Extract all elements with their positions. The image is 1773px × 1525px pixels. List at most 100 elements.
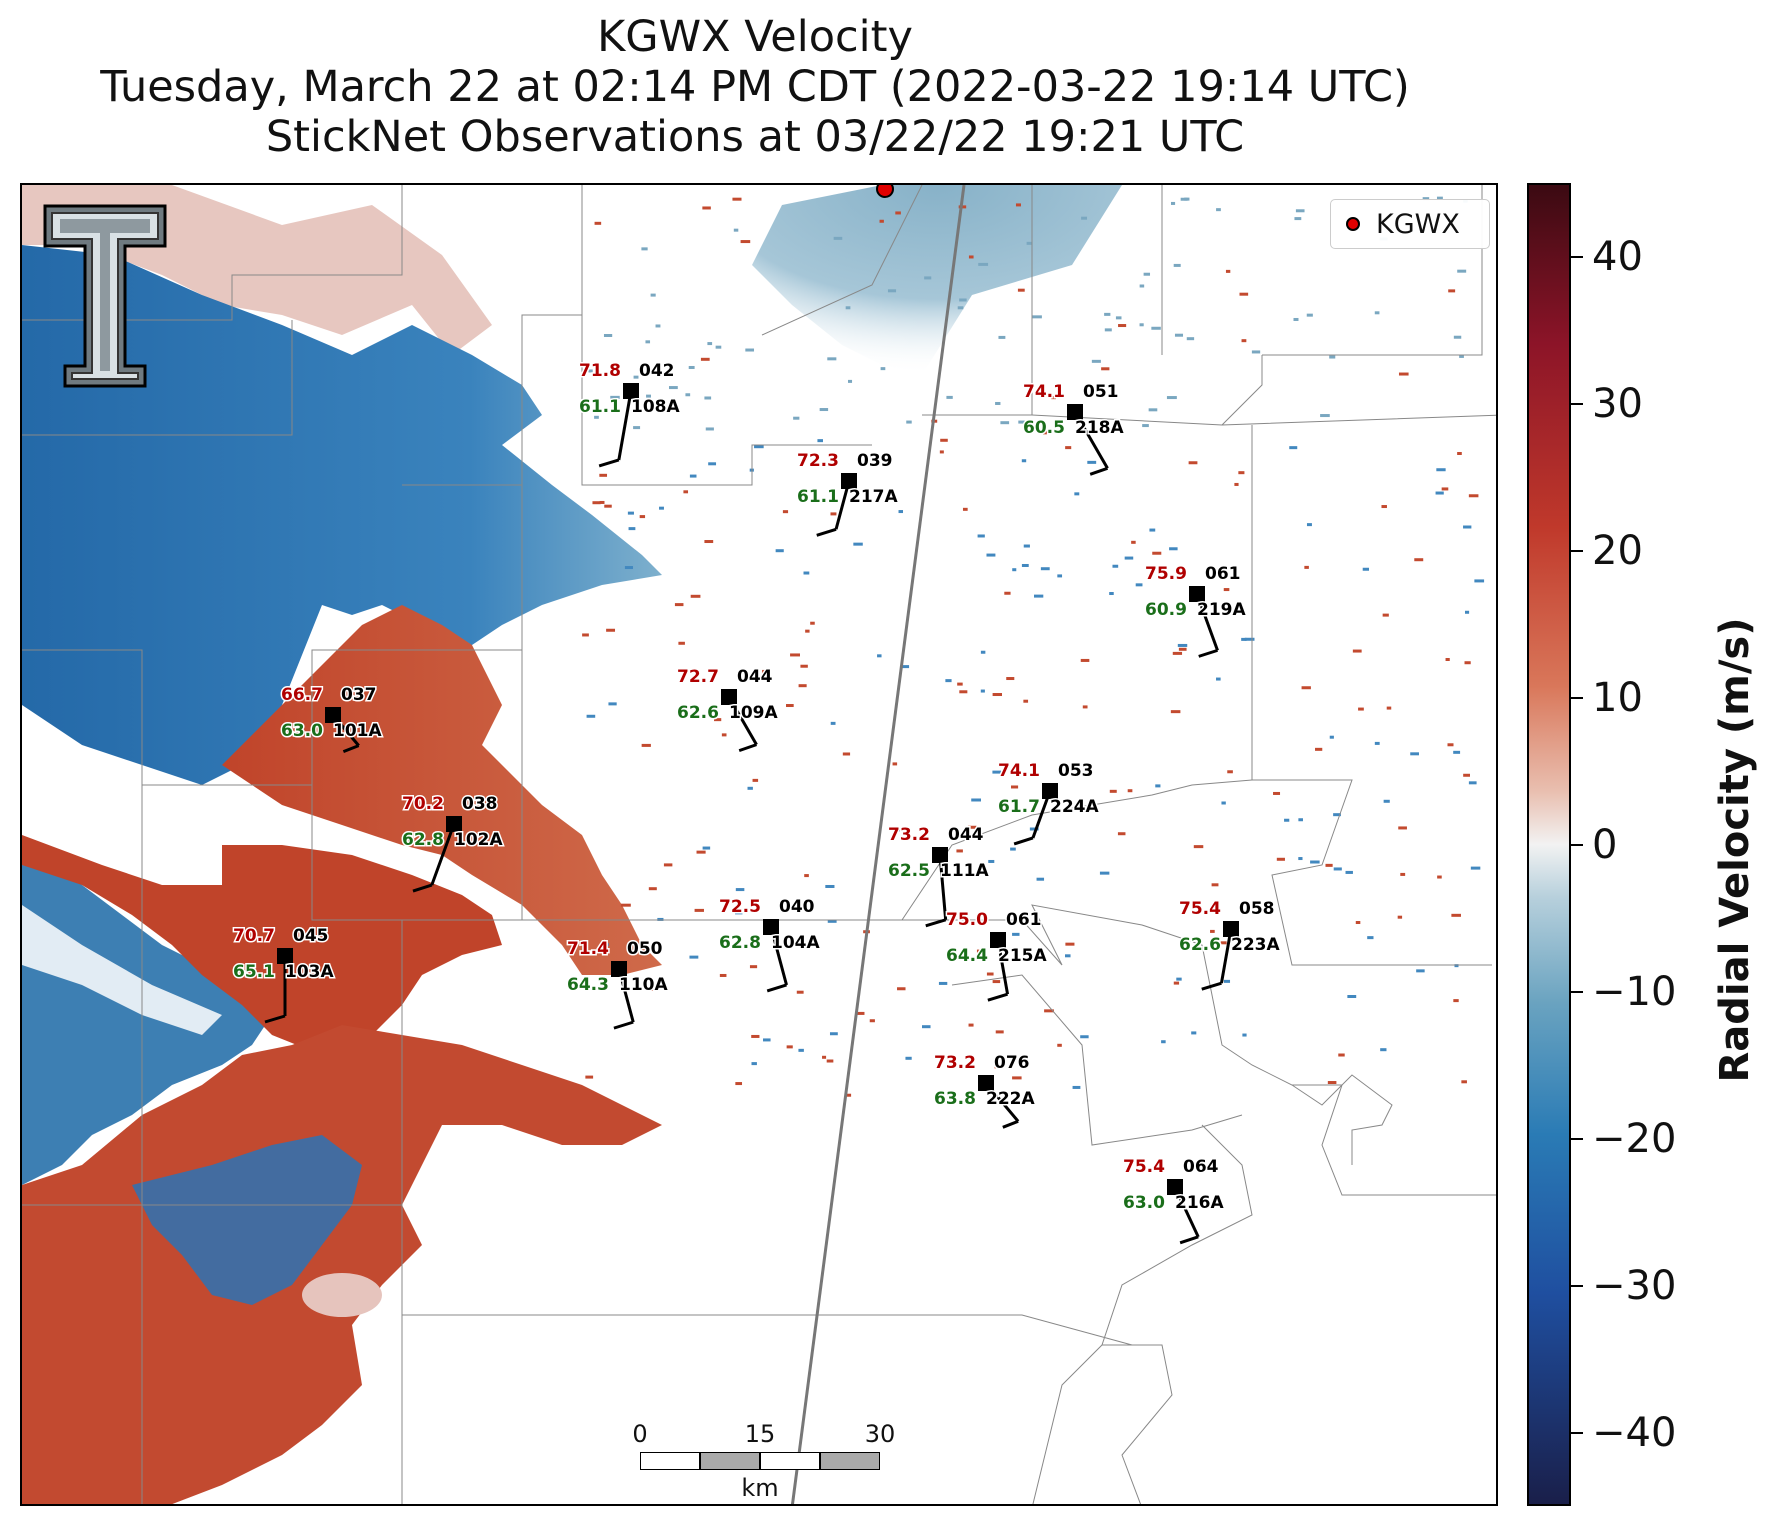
radar-speckle [678,641,685,645]
wind-barb-flag [1013,836,1034,846]
scale-bar-segment [700,1452,760,1470]
radar-speckle [1177,643,1188,647]
radar-speckle [1251,350,1261,354]
radar-speckle [1242,1033,1247,1037]
radar-speckle [633,375,639,379]
scale-tick-label: 30 [864,1420,896,1448]
station-id: 223A [1231,935,1280,955]
radar-speckle [627,511,634,515]
station-108A[interactable]: 71.8 042 61.1 108A [578,360,682,468]
station-id: 224A [1050,797,1099,817]
radar-speckle [1451,913,1461,917]
radar-speckle [582,633,589,637]
radar-speckle [1468,781,1477,785]
radar-speckle [1216,941,1227,945]
station-110A[interactable]: 71.4 050 64.3 110A [566,938,670,1030]
radar-speckle [1445,657,1450,661]
radar-map[interactable]: 71.8 042 61.1 108A 74.1 051 60.5 218A 72.3 039 61.… [20,183,1498,1506]
radar-speckle [1109,789,1117,793]
radar-speckle [1284,818,1290,822]
radar-speckle [1225,269,1231,273]
station-222A[interactable]: 73.2 076 63.8 222A [933,1052,1037,1129]
map-legend: KGWX [1330,199,1490,249]
radar-speckle [1298,818,1303,822]
radar-speckle [704,540,714,544]
radar-speckle [762,669,768,673]
radar-speckle [1461,1080,1467,1084]
wind-barb-flag [738,743,757,753]
radar-speckle [905,1056,912,1060]
radar-site-marker [876,185,894,198]
radar-speckle [702,206,711,210]
radar-speckle [827,357,837,361]
velocity-colorbar [1527,183,1571,1506]
radar-speckle [1034,594,1044,598]
radar-speckle [1457,269,1467,273]
station-marker [446,816,462,832]
radar-speckle [895,211,901,215]
radar-speckle [803,571,810,575]
radar-speckle [599,473,608,477]
radar-speckle [1109,592,1114,596]
radar-speckle [786,1045,793,1049]
radar-speckle [1131,540,1136,544]
station-marker [1067,404,1083,420]
station-102A[interactable]: 70.2 038 62.8 102A [401,793,505,893]
radar-speckle [620,903,631,907]
station-218A[interactable]: 74.1 051 60.5 218A [1022,381,1126,476]
radar-speckle [959,690,968,694]
station-103A[interactable]: 70.7 045 65.1 103A [232,925,336,1024]
radar-speckle [1416,969,1425,973]
radar-speckle [608,702,617,706]
radar-speckle [645,340,651,344]
radar-speckle [1367,936,1374,940]
colorbar-title: Radial Velocity (m/s) [1712,617,1758,1083]
radar-speckle [978,262,989,266]
radar-speckle [1117,832,1126,836]
radar-speckle [604,504,612,508]
station-219A[interactable]: 75.9 061 60.9 219A [1144,563,1248,658]
echo-light-patch [302,1273,382,1317]
radar-speckle [588,369,593,373]
station-dewpoint: 63.8 [934,1089,976,1109]
station-111A[interactable]: 73.2 044 62.5 111A [887,824,991,928]
station-temperature: 66.7 [281,685,323,705]
station-id: 108A [631,397,680,417]
station-104A[interactable]: 72.5 040 62.8 104A [718,896,822,993]
radar-speckle [897,987,906,991]
wind-barb-staff [617,968,635,1023]
radar-speckle [1397,915,1403,919]
radar-speckle [624,566,633,570]
radar-speckle [1441,487,1449,491]
echo-outbound-south [22,1025,662,1504]
radar-speckle [1174,333,1184,337]
wind-barb-flag [613,1020,634,1030]
station-101A[interactable]: 66.7 037 63.0 101A [280,684,384,754]
radar-speckle [1091,359,1101,363]
radar-speckle [1241,637,1247,641]
radar-speckle [924,276,932,280]
station-109A[interactable]: 72.7 044 62.6 109A [676,666,780,753]
station-216A[interactable]: 75.4 064 63.0 216A [1122,1156,1226,1245]
radar-speckle [1355,921,1361,925]
colorbar-tick [1571,402,1583,405]
radar-speckle [1148,408,1158,412]
radar-speckle [1042,431,1053,435]
radar-speckle [842,752,851,756]
radar-speckle [1015,203,1021,207]
scale-bar-segment [760,1452,820,1470]
station-223A[interactable]: 75.4 058 62.6 223A [1178,898,1282,991]
radar-speckle [994,1065,1004,1069]
station-217A[interactable]: 72.3 039 61.1 217A [796,450,900,537]
wind-barb-staff [996,939,1010,995]
radar-speckle [877,654,882,658]
wind-barb-flag [1198,648,1218,658]
station-224A[interactable]: 74.1 053 61.7 224A [997,760,1101,846]
radar-speckle [1453,999,1459,1003]
station-215A[interactable]: 75.0 061 64.4 215A [945,909,1049,1002]
station-id: 110A [619,975,668,995]
radar-speckle [829,1032,838,1036]
radar-speckle [957,682,963,686]
echo-white-gap [22,745,222,885]
radar-speckle [721,733,727,737]
